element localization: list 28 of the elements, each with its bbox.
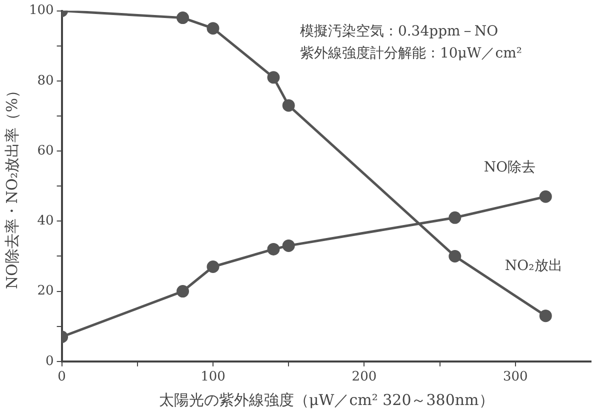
y-tick-label: 60 <box>37 143 54 158</box>
x-axis-title: 太陽光の紫外線強度（μW／cm² 320～380nm） <box>159 390 494 409</box>
x-tick-label: 100 <box>200 370 226 385</box>
point <box>206 22 220 35</box>
y-tick-label: 40 <box>37 214 54 229</box>
y-axis-title: NO除去率・NO₂放出率（%） <box>2 83 21 290</box>
point <box>267 71 280 84</box>
series-label: NO除去 <box>484 159 536 176</box>
point <box>267 242 280 256</box>
point <box>539 310 552 322</box>
point <box>448 250 462 262</box>
y-tick-label: 20 <box>37 284 54 299</box>
y-tick-label: 100 <box>28 3 54 18</box>
point <box>282 99 295 112</box>
point <box>176 285 190 298</box>
annotation: 紫外線強度計分解能：10μW／cm² <box>300 45 522 62</box>
point <box>176 12 190 24</box>
y-tick-label: 80 <box>37 73 54 88</box>
point <box>282 239 295 252</box>
y-tick-label: 0 <box>46 354 54 369</box>
x-tick-label: 300 <box>502 370 528 385</box>
point <box>539 190 552 203</box>
series-label: NO₂放出 <box>504 258 562 274</box>
x-tick-label: 200 <box>352 370 377 385</box>
x-tick-label: 0 <box>58 370 66 385</box>
point <box>448 211 462 224</box>
point <box>206 260 220 273</box>
annotation: 模擬汚染空気：0.34ppm－NO <box>300 23 498 40</box>
